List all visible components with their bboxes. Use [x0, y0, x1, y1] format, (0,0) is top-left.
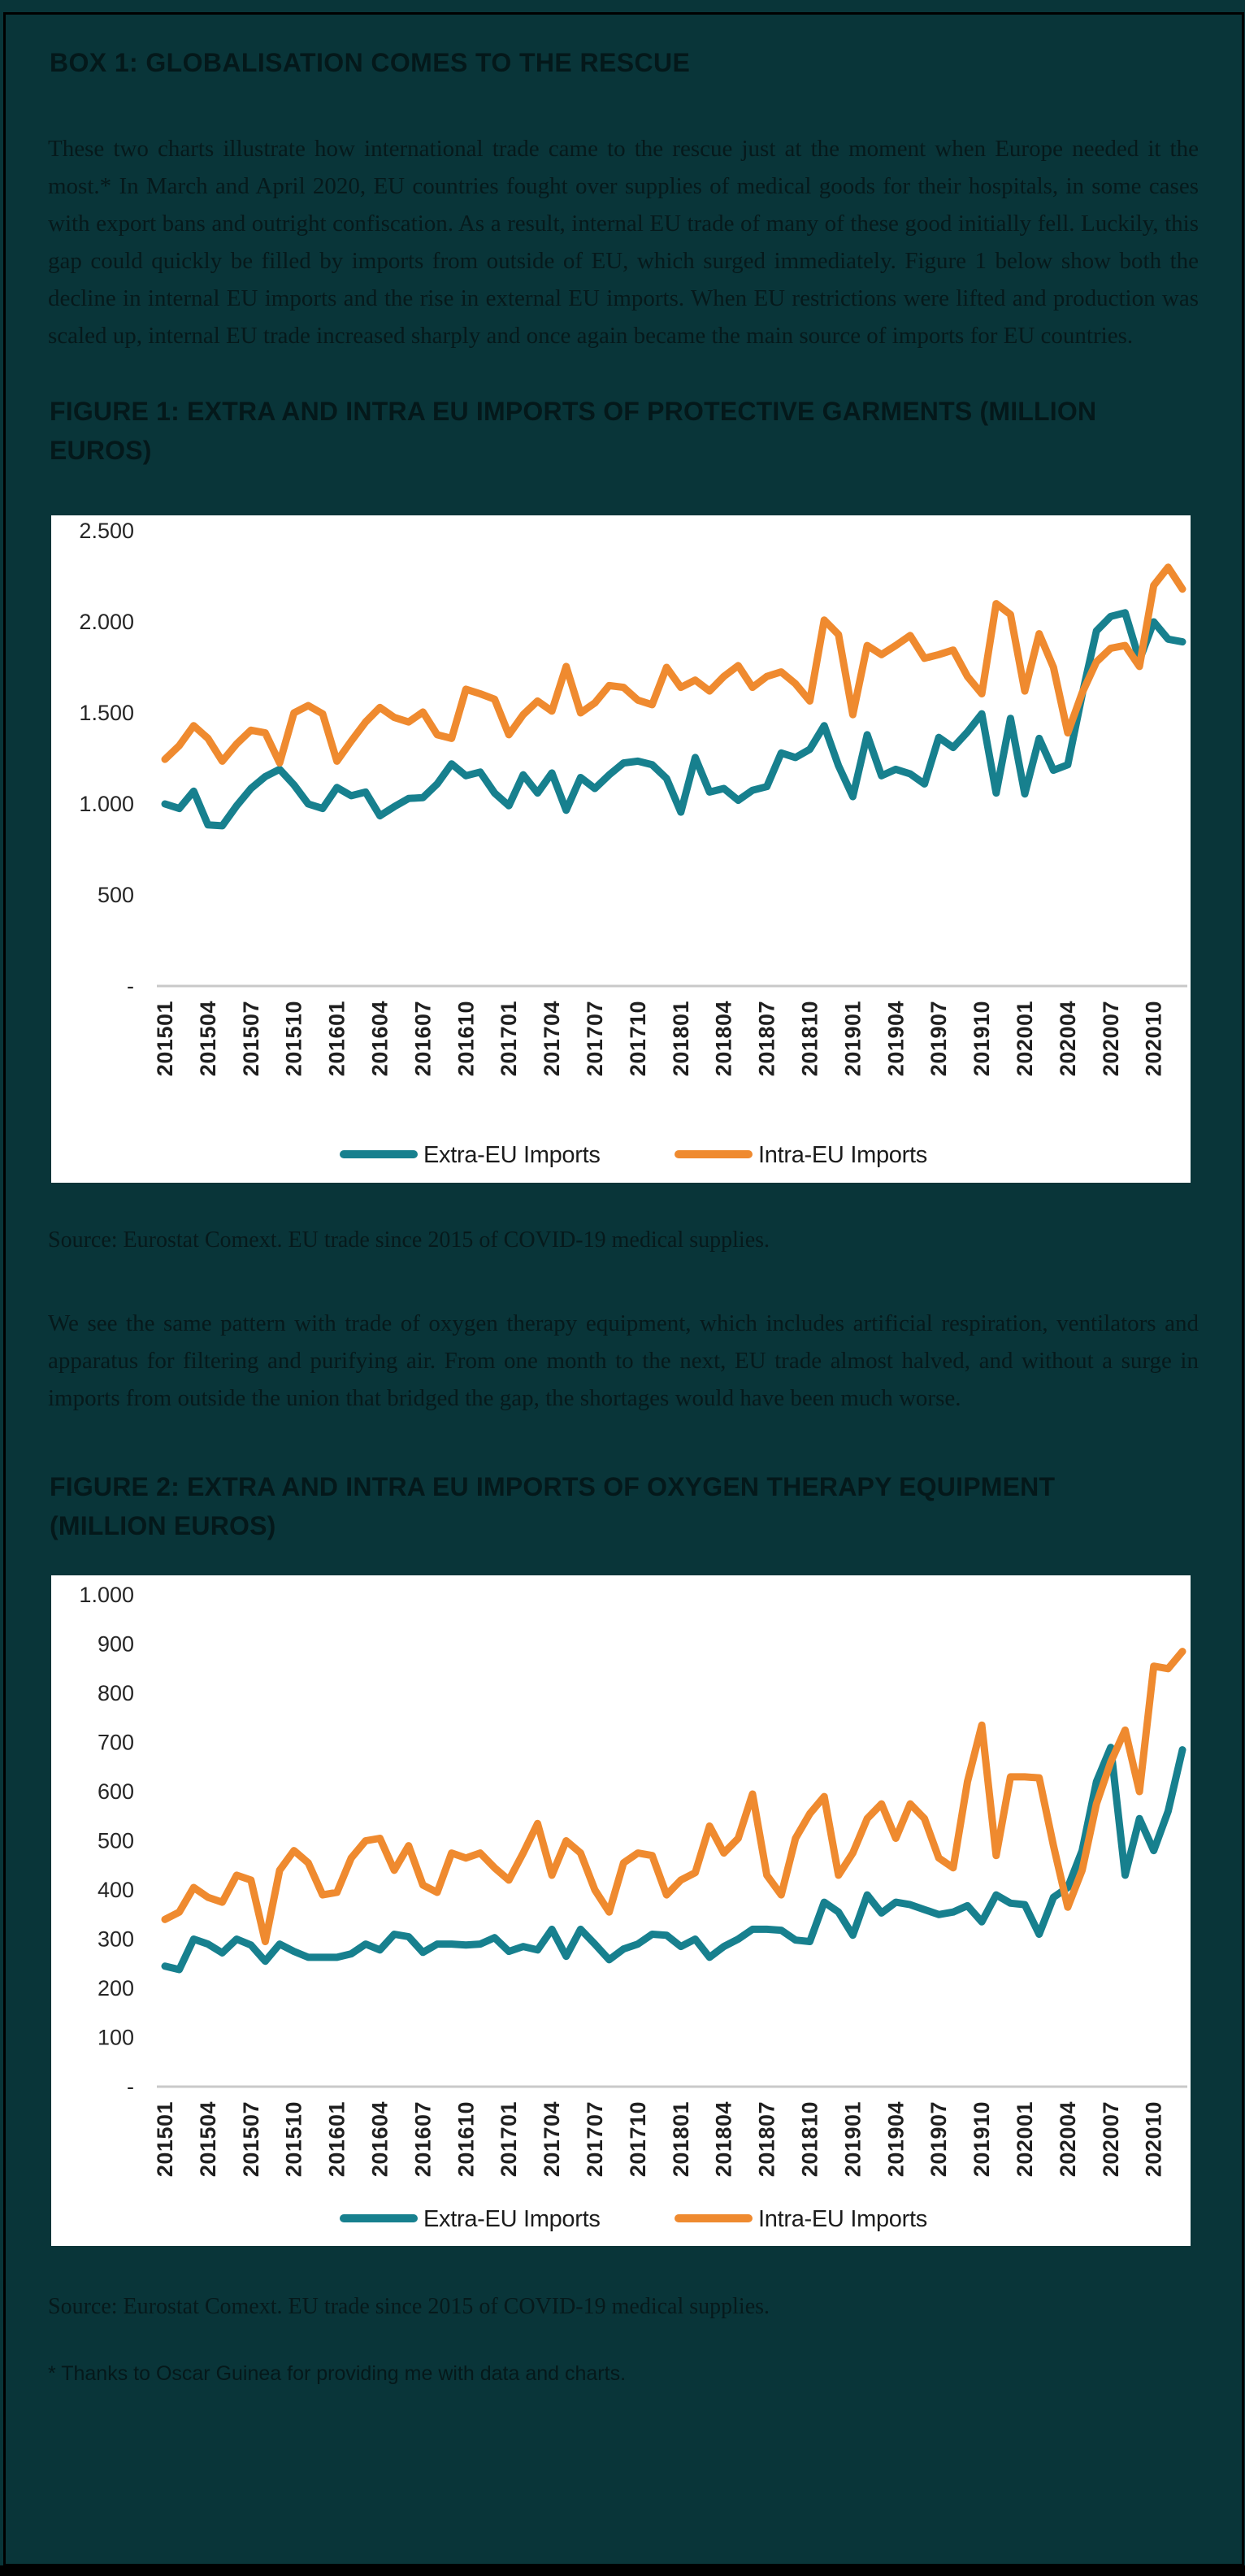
y-tick-label: 200	[98, 1976, 134, 2000]
x-tick-label: 201707	[583, 1001, 607, 1076]
legend-label-intra-eu: Intra-EU Imports	[758, 1142, 927, 1168]
x-tick-label: 201607	[410, 2101, 435, 2177]
y-tick-label: 800	[98, 1681, 134, 1705]
x-tick-label: 201704	[540, 1001, 564, 1076]
x-tick-label: 201601	[325, 1001, 349, 1076]
x-tick-label: 201907	[926, 1001, 951, 1076]
box-content: BOX 1: GLOBALISATION COMES TO THE RESCUE…	[48, 0, 1199, 2387]
series-line-intra-eu	[161, 563, 1186, 767]
x-tick-label: 202004	[1056, 1001, 1080, 1076]
y-tick-label: 100	[98, 2026, 134, 2050]
box-title: BOX 1: GLOBALISATION COMES TO THE RESCUE	[50, 48, 691, 77]
footnote: * Thanks to Oscar Guinea for providing m…	[48, 2362, 627, 2385]
y-tick-label: 300	[98, 1927, 134, 1952]
x-tick-label: 201901	[840, 2101, 865, 2177]
y-tick-label: 2.500	[79, 519, 134, 543]
legend-label-extra-eu: Extra-EU Imports	[423, 2206, 601, 2232]
x-tick-label: 201504	[196, 2101, 220, 2177]
y-tick-label: -	[127, 974, 134, 998]
y-tick-label: 600	[98, 1779, 134, 1804]
x-tick-label: 201701	[497, 2101, 521, 2177]
series-line-intra-eu	[161, 1648, 1186, 1945]
x-tick-label: 201601	[325, 2101, 349, 2177]
y-tick-label: 1.000	[79, 1583, 134, 1607]
x-tick-label: 201810	[798, 2101, 822, 2177]
x-tick-label: 202007	[1099, 1001, 1123, 1076]
y-axis-labels: 1.000 900 800 700 600 500 400 300 200 100 -	[79, 1583, 134, 2099]
x-tick-label: 201510	[282, 2101, 306, 2177]
x-tick-label: 201610	[453, 2101, 478, 2177]
y-axis-labels: 2.500 2.000 1.500 1.000 500 -	[79, 519, 134, 998]
x-tick-label: 201807	[755, 1001, 779, 1076]
x-tick-label: 201507	[239, 1001, 263, 1076]
x-tick-label: 201501	[153, 1001, 177, 1076]
series-line-extra-eu	[161, 609, 1186, 830]
y-tick-label: 1.000	[79, 792, 134, 816]
x-tick-label: 201704	[540, 2101, 564, 2177]
x-tick-label: 201707	[583, 2101, 607, 2177]
x-tick-label: 202001	[1013, 2101, 1037, 2177]
x-tick-label: 202001	[1013, 1001, 1037, 1076]
figure2-title: FIGURE 2: EXTRA AND INTRA EU IMPORTS OF …	[50, 1472, 1056, 1540]
chart-legend: Extra-EU Imports Intra-EU Imports	[340, 2206, 927, 2232]
x-tick-label: 201710	[626, 2101, 650, 2177]
y-tick-label: 900	[98, 1632, 134, 1657]
x-tick-label: 201907	[926, 2101, 951, 2177]
y-tick-label: 400	[98, 1878, 134, 1902]
x-tick-label: 201504	[196, 1001, 220, 1076]
paragraph-1: These two charts illustrate how internat…	[48, 136, 1199, 349]
y-tick-label: 1.500	[79, 701, 134, 725]
x-axis-labels: 201501 201504 201507 201510 201601 201604 2016…	[153, 2101, 1166, 2177]
y-tick-label: 500	[98, 1829, 134, 1853]
chart-legend: Extra-EU Imports Intra-EU Imports	[340, 1142, 927, 1168]
x-tick-label: 201610	[453, 1001, 478, 1076]
x-tick-label: 201810	[798, 1001, 822, 1076]
x-tick-label: 202004	[1056, 2101, 1080, 2177]
x-tick-label: 202007	[1099, 2101, 1123, 2177]
x-tick-label: 201901	[840, 1001, 865, 1076]
x-tick-label: 201804	[712, 2101, 736, 2177]
x-tick-label: 201501	[153, 2101, 177, 2177]
x-tick-label: 201604	[368, 2101, 393, 2177]
legend-label-intra-eu: Intra-EU Imports	[758, 2206, 927, 2232]
x-tick-label: 201910	[970, 2101, 994, 2177]
x-tick-label: 201804	[712, 1001, 736, 1076]
x-tick-label: 201904	[883, 1001, 908, 1076]
figure1-source: Source: Eurostat Comext. EU trade since …	[48, 1227, 770, 1253]
legend-label-extra-eu: Extra-EU Imports	[423, 1142, 601, 1168]
figure2-chart-panel: 1.000 900 800 700 600 500 400 300 200 100-201501 2…	[51, 1575, 1191, 2246]
x-tick-label: 201710	[626, 1001, 650, 1076]
x-tick-label: 201510	[282, 1001, 306, 1076]
x-tick-label: 201801	[669, 2101, 693, 2177]
x-axis-labels: 201501 201504 201507 201510 201601 201604 2016…	[153, 1001, 1166, 1076]
y-tick-label: 2.000	[79, 610, 134, 634]
x-tick-label: 201807	[755, 2101, 779, 2177]
figure1-title: FIGURE 1: EXTRA AND INTRA EU IMPORTS OF …	[50, 397, 1097, 465]
bottom-bar	[0, 2565, 1245, 2576]
x-tick-label: 201701	[497, 1001, 521, 1076]
x-tick-label: 202010	[1142, 2101, 1166, 2177]
x-tick-label: 201904	[883, 2101, 908, 2177]
figure1-chart-panel: 2.500 2.000 1.500 1.000 500-201501 201504 2015…	[51, 515, 1191, 1183]
y-tick-label: -	[127, 2074, 134, 2099]
x-tick-label: 201507	[239, 2101, 263, 2177]
x-tick-label: 201607	[410, 1001, 435, 1076]
x-tick-label: 201801	[669, 1001, 693, 1076]
x-tick-label: 201604	[368, 1001, 393, 1076]
figure2-source: Source: Eurostat Comext. EU trade since …	[48, 2294, 770, 2319]
y-tick-label: 700	[98, 1731, 134, 1755]
series-line-extra-eu	[161, 1744, 1186, 1974]
y-tick-label: 500	[98, 883, 134, 907]
x-tick-label: 202010	[1142, 1001, 1166, 1076]
paragraph-2: We see the same pattern with trade of ox…	[48, 1310, 1199, 1411]
x-tick-label: 201910	[970, 1001, 994, 1076]
